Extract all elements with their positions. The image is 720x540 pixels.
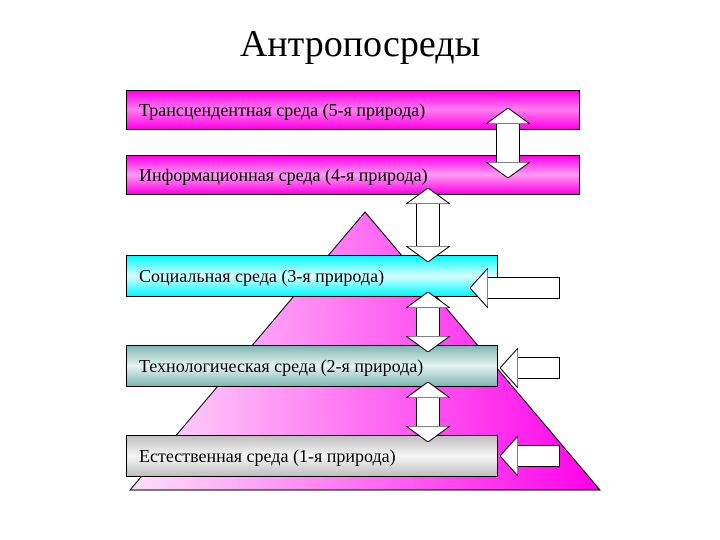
left-arrow-body <box>517 357 560 379</box>
double-arrow-body <box>416 307 440 337</box>
arrow-left-icon <box>500 348 518 388</box>
arrow-down-icon <box>406 336 450 352</box>
double-arrow-body <box>416 203 440 247</box>
arrows-layer <box>0 0 720 540</box>
left-arrow-body <box>517 445 560 467</box>
arrow-down-icon <box>486 162 530 178</box>
arrow-up-icon <box>486 108 530 124</box>
arrow-left-icon <box>470 268 488 308</box>
diagram-stage: Антропосреды Трансцендентная среда (5-я … <box>0 0 720 540</box>
double-arrow-body <box>496 123 520 163</box>
arrow-up-icon <box>406 382 450 398</box>
arrow-down-icon <box>406 426 450 442</box>
double-arrow-body <box>416 397 440 427</box>
arrow-left-icon <box>500 436 518 476</box>
arrow-up-icon <box>406 188 450 204</box>
arrow-up-icon <box>406 292 450 308</box>
left-arrow-body <box>487 277 560 299</box>
arrow-down-icon <box>406 246 450 262</box>
